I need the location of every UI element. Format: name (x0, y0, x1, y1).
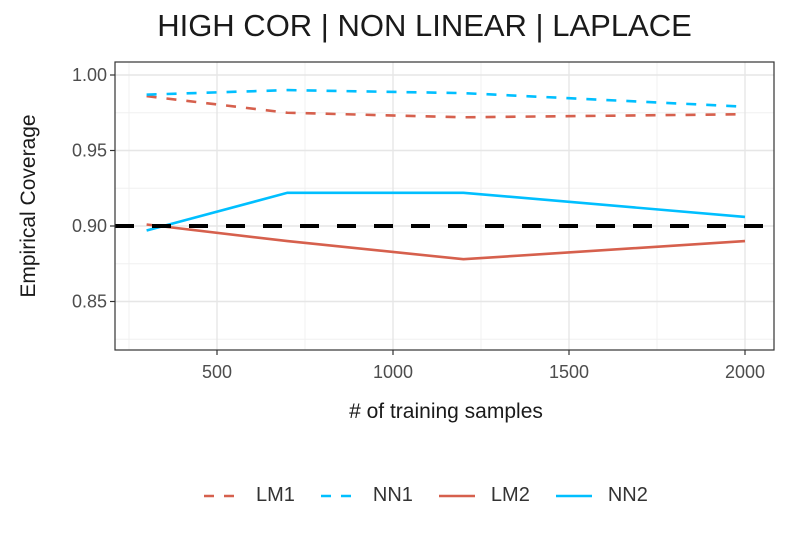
legend-label: LM2 (490, 484, 530, 506)
series-nn2 (146, 191, 746, 232)
data-series (115, 88, 774, 261)
legend-item-lm1: LM1 (200, 484, 295, 507)
y-tick-label: 0.95 (72, 141, 107, 161)
series-lm1 (146, 94, 746, 119)
x-tick-label: 2000 (725, 362, 765, 382)
x-tick-label: 1500 (549, 362, 589, 382)
y-tick-label: 0.90 (72, 216, 107, 236)
legend-item-lm2: LM2 (435, 484, 530, 507)
x-tick-label: 1000 (373, 362, 413, 382)
axes: 500 1000 1500 2000 0.85 0.90 0.95 1.00 (72, 65, 765, 382)
chart-title: HIGH COR | NON LINEAR | LAPLACE (157, 8, 692, 43)
legend-item-nn1: NN1 (317, 484, 413, 507)
legend: LM1 NN1 LM2 NN2 (200, 484, 670, 507)
legend-item-nn2: NN2 (552, 484, 648, 507)
x-tick-label: 500 (202, 362, 232, 382)
x-axis-label: # of training samples (349, 400, 543, 423)
y-tick-label: 0.85 (72, 292, 107, 312)
plot-area: 500 1000 1500 2000 0.85 0.90 0.95 1.00 Empirica… (17, 61, 775, 423)
y-tick-label: 1.00 (72, 65, 107, 85)
legend-label: NN2 (607, 484, 648, 506)
series-nn1 (146, 88, 746, 109)
grid-lines (115, 62, 774, 350)
y-axis-label: Empirical Coverage (17, 114, 40, 297)
series-lm2 (146, 223, 746, 261)
legend-label: NN1 (372, 484, 413, 506)
panel-border (114, 61, 775, 351)
legend-label: LM1 (256, 484, 295, 506)
